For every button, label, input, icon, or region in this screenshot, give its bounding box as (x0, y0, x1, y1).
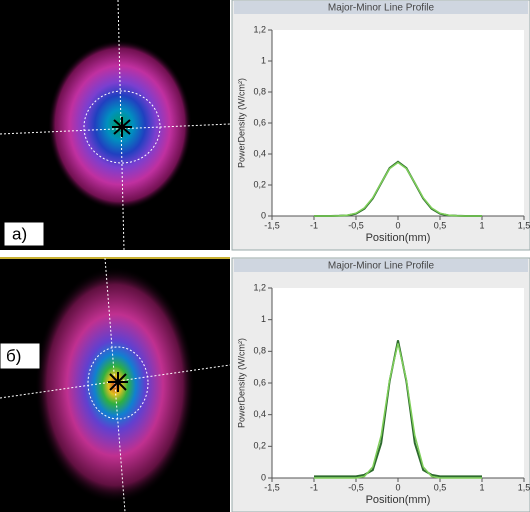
y-tick-label: 1,2 (253, 24, 266, 34)
x-tick-label: -1,5 (264, 482, 280, 492)
chart-title: Major-Minor Line Profile (328, 3, 435, 14)
panel-label: a) (12, 224, 27, 243)
beam-image (0, 0, 231, 251)
x-tick-label: -1,5 (264, 220, 280, 230)
x-tick-label: -1 (310, 220, 318, 230)
y-tick-label: 0,2 (253, 441, 266, 451)
x-tick-label: -0,5 (348, 220, 364, 230)
x-tick-label: -1 (310, 482, 318, 492)
title-bar (234, 259, 528, 272)
y-tick-label: 1 (261, 55, 266, 65)
plot-area (272, 288, 524, 478)
x-tick-label: 1,5 (518, 482, 530, 492)
x-tick-label: 0 (395, 220, 400, 230)
chart-title: Major-Minor Line Profile (328, 261, 435, 272)
y-tick-label: 0,4 (253, 409, 266, 419)
y-tick-label: 0,8 (253, 86, 266, 96)
y-tick-label: 1,2 (253, 282, 266, 292)
y-tick-label: 0,2 (253, 179, 266, 189)
x-axis-label: Position(mm) (366, 494, 431, 506)
y-tick-label: 0,4 (253, 148, 266, 158)
y-tick-label: 0 (261, 472, 266, 482)
x-tick-label: 0,5 (434, 220, 447, 230)
y-tick-label: 1 (261, 314, 266, 324)
panel-label: б) (6, 346, 21, 365)
y-tick-label: 0 (261, 210, 266, 220)
y-axis-label: PowerDensity (W/cm²) (236, 78, 246, 168)
title-bar (234, 1, 528, 14)
y-tick-label: 0,6 (253, 117, 266, 127)
x-tick-label: 0,5 (434, 482, 447, 492)
x-tick-label: 0 (395, 482, 400, 492)
x-tick-label: -0,5 (348, 482, 364, 492)
y-axis-label: PowerDensity (W/cm²) (236, 338, 246, 428)
x-tick-label: 1,5 (518, 220, 530, 230)
x-tick-label: 1 (479, 482, 484, 492)
y-tick-label: 0,8 (253, 346, 266, 356)
y-tick-label: 0,6 (253, 377, 266, 387)
profile-line (314, 161, 482, 217)
beam-image (0, 257, 231, 512)
profile-line (314, 343, 482, 479)
x-axis-label: Position(mm) (366, 232, 431, 244)
x-tick-label: 1 (479, 220, 484, 230)
profile-line (314, 340, 482, 478)
plot-area (272, 30, 524, 216)
